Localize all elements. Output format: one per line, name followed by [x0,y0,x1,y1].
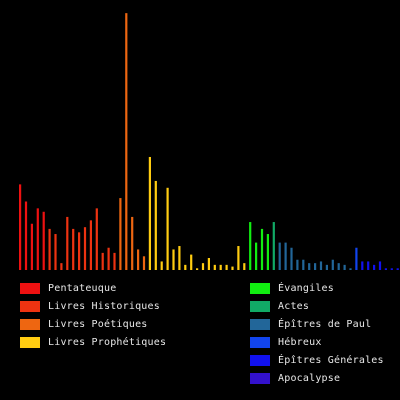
bar-livres-historiques-3 [60,263,63,270]
legend-label: Livres Historiques [48,300,160,312]
bar-epitres-generales-3 [373,264,376,270]
bar-livres-historiques-9 [95,208,98,270]
bar-epitres-de-paul-2 [284,242,287,270]
bar-livres-historiques-8 [89,220,92,270]
bar-livres-poetiques-4 [137,249,140,270]
legend-item-evangiles: Évangiles [250,279,384,297]
legend-label: Livres Poétiques [48,318,148,330]
legend-item-livres-historiques: Livres Historiques [20,297,166,315]
bar-livres-prophetiques-3 [160,261,163,270]
bar-livres-prophetiques-16 [237,246,240,270]
bar-livres-historiques-6 [78,232,81,270]
bar-livres-historiques-4 [66,216,69,270]
legend-label: Pentateuque [48,282,117,294]
bar-epitres-de-paul-1 [278,242,281,270]
bar-epitres-de-paul-13 [349,268,352,270]
bar-livres-prophetiques-7 [184,264,187,270]
bar-livres-poetiques-2 [125,13,128,270]
bar-epitres-generales-4 [378,261,382,270]
bar-livres-historiques-10 [101,252,104,270]
bar-epitres-de-paul-6 [308,263,311,270]
bar-epitres-de-paul-4 [296,259,299,270]
bar-livres-historiques-7 [83,227,87,270]
bar-evangiles-4 [266,234,269,270]
bar-hebreux-1 [355,247,358,270]
bar-epitres-generales-5 [384,268,387,270]
bar-pentateuque-4 [36,208,39,270]
bar-livres-prophetiques-13 [219,264,222,270]
bar-epitres-de-paul-3 [290,247,293,270]
legend-swatch [250,300,270,312]
legend-swatch [250,336,270,348]
bar-epitres-generales-1 [361,261,364,270]
bar-livres-poetiques-3 [131,216,134,270]
bar-livres-prophetiques-17 [243,263,246,270]
legend-label: Épîtres de Paul [278,318,372,330]
legend-left: Pentateuque Livres Historiques Livres Po… [20,279,166,351]
legend-item-epitres-generales: Épîtres Générales [250,351,384,369]
legend-item-livres-prophetiques: Livres Prophétiques [20,333,166,351]
legend-item-epitres-de-paul: Épîtres de Paul [250,315,384,333]
bar-epitres-de-paul-11 [337,263,340,270]
bar-livres-prophetiques-8 [190,254,193,270]
bar-livres-poetiques-5 [142,256,146,270]
legend-right: Évangiles Actes Épîtres de Paul Hébreux … [250,279,384,387]
legend-label: Actes [278,300,310,312]
bar-epitres-generales-6 [390,268,393,270]
bar-livres-historiques-11 [107,247,110,270]
legend-label: Livres Prophétiques [48,336,167,348]
legend-item-actes: Actes [250,297,384,315]
legend-label: Apocalypse [278,372,341,384]
bar-livres-poetiques-1 [119,198,122,270]
bar-livres-historiques-1 [48,228,51,270]
bar-livres-prophetiques-6 [178,246,181,270]
bar-livres-prophetiques-5 [172,249,175,270]
legend-item-livres-poetiques: Livres Poétiques [20,315,166,333]
bar-livres-prophetiques-9 [196,268,199,270]
legend-label: Évangiles [278,282,334,294]
legend-swatch [250,354,270,366]
bar-actes-1 [272,222,275,270]
bar-epitres-generales-2 [367,261,370,270]
bar-pentateuque-2 [24,201,28,270]
bar-evangiles-3 [260,228,264,270]
bar-evangiles-1 [249,222,252,270]
legend-swatch [250,318,270,330]
bar-epitres-de-paul-9 [325,264,328,270]
bar-livres-prophetiques-15 [231,266,234,270]
bar-livres-historiques-5 [72,228,75,270]
bar-livres-prophetiques-1 [148,156,151,270]
bar-livres-historiques-12 [113,252,116,270]
legend-swatch [20,318,40,330]
bar-epitres-de-paul-8 [319,261,323,270]
legend-item-hebreux: Hébreux [250,333,384,351]
bar-livres-prophetiques-12 [213,264,216,270]
bar-epitres-de-paul-10 [331,259,334,270]
legend-swatch [250,372,270,384]
legend-swatch [20,300,40,312]
legend-item-apocalypse: Apocalypse [250,369,384,387]
bar-pentateuque-5 [42,211,45,270]
bar-epitres-generales-7 [396,268,399,270]
bar-epitres-de-paul-12 [343,264,346,270]
bar-pentateuque-1 [19,184,22,270]
bar-livres-prophetiques-4 [166,187,169,270]
bar-livres-prophetiques-14 [225,264,228,270]
bar-livres-prophetiques-2 [154,180,157,270]
bar-pentateuque-3 [30,223,33,270]
bar-livres-prophetiques-10 [201,263,205,270]
bar-epitres-de-paul-5 [302,259,305,270]
legend-label: Hébreux [278,336,322,348]
legend-label: Épîtres Générales [278,354,384,366]
bar-epitres-de-paul-7 [314,263,317,270]
legend-swatch [20,336,40,348]
bar-livres-historiques-2 [54,234,57,270]
legend-swatch [20,282,40,294]
bar-evangiles-2 [255,242,258,270]
legend-item-pentateuque: Pentateuque [20,279,166,297]
bar-livres-prophetiques-11 [207,258,210,270]
legend-swatch [250,282,270,294]
